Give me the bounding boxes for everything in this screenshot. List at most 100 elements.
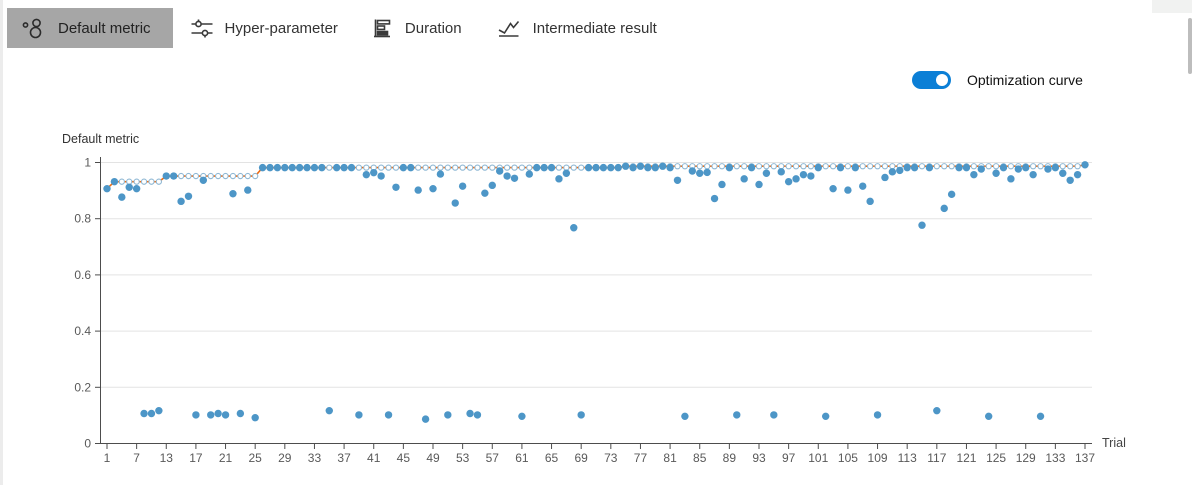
trial-point[interactable]: [1081, 161, 1089, 169]
trial-point[interactable]: [821, 412, 830, 421]
trial-point[interactable]: [740, 175, 748, 183]
trial-point[interactable]: [984, 412, 993, 421]
trial-point[interactable]: [844, 186, 852, 194]
trial-point[interactable]: [207, 411, 215, 419]
trial-point[interactable]: [688, 167, 697, 175]
trial-point[interactable]: [1022, 163, 1030, 172]
trial-point[interactable]: [244, 186, 252, 194]
trial-point[interactable]: [118, 193, 126, 201]
trial-point[interactable]: [681, 412, 689, 421]
trial-point[interactable]: [970, 170, 978, 179]
trial-point[interactable]: [347, 163, 356, 172]
trial-point[interactable]: [214, 409, 222, 418]
trial-point[interactable]: [140, 409, 148, 418]
trial-point[interactable]: [710, 194, 719, 203]
trial-point[interactable]: [807, 172, 815, 180]
trial-point[interactable]: [629, 163, 637, 172]
trial-point[interactable]: [221, 411, 230, 419]
trial-point[interactable]: [1029, 170, 1037, 179]
optimization-curve-toggle[interactable]: [912, 71, 951, 89]
trial-point[interactable]: [495, 167, 504, 175]
trial-point[interactable]: [792, 175, 800, 183]
trial-point[interactable]: [281, 163, 289, 172]
trial-point[interactable]: [414, 186, 422, 194]
trial-point[interactable]: [910, 163, 919, 172]
trial-point[interactable]: [392, 183, 400, 191]
trial-point[interactable]: [303, 163, 311, 172]
trial-point[interactable]: [266, 163, 274, 172]
trial-point[interactable]: [177, 197, 185, 206]
trial-point[interactable]: [962, 163, 971, 172]
trial-point[interactable]: [132, 184, 141, 193]
trial-point[interactable]: [718, 180, 726, 189]
trial-point[interactable]: [621, 162, 630, 170]
trial-point[interactable]: [725, 163, 734, 172]
trial-point[interactable]: [355, 411, 363, 419]
trial-point[interactable]: [229, 190, 237, 198]
trial-point[interactable]: [666, 163, 674, 172]
trial-point[interactable]: [318, 163, 326, 172]
trial-point[interactable]: [169, 172, 178, 180]
trial-point[interactable]: [444, 411, 452, 419]
trial-point[interactable]: [466, 409, 474, 418]
trial-point[interactable]: [696, 169, 704, 177]
trial-point[interactable]: [873, 411, 882, 419]
trial-point[interactable]: [362, 170, 371, 179]
trial-point[interactable]: [636, 162, 645, 170]
trial-point[interactable]: [384, 411, 393, 419]
trial-point[interactable]: [770, 411, 778, 419]
trial-point[interactable]: [836, 163, 845, 172]
trial-point[interactable]: [547, 163, 556, 172]
trial-point[interactable]: [236, 409, 245, 418]
trial-point[interactable]: [518, 412, 526, 421]
trial-point[interactable]: [733, 411, 741, 419]
tab-hyper-parameter[interactable]: Hyper-parameter: [173, 8, 355, 48]
trial-point[interactable]: [925, 163, 934, 172]
trial-point[interactable]: [325, 406, 333, 415]
trial-point[interactable]: [859, 182, 867, 190]
trial-point[interactable]: [755, 180, 763, 189]
trial-point[interactable]: [451, 199, 459, 207]
trial-point[interactable]: [1051, 163, 1060, 172]
trial-point[interactable]: [555, 175, 563, 183]
trial-point[interactable]: [570, 224, 578, 232]
trial-point[interactable]: [777, 168, 785, 176]
trial-point[interactable]: [481, 189, 489, 197]
trial-point[interactable]: [703, 168, 711, 177]
trial-point[interactable]: [955, 163, 963, 172]
trial-point[interactable]: [295, 163, 304, 172]
trial-point[interactable]: [503, 172, 511, 180]
trial-point[interactable]: [251, 414, 259, 422]
trial-point[interactable]: [866, 197, 874, 206]
trial-point[interactable]: [577, 411, 585, 419]
trial-point[interactable]: [162, 172, 170, 180]
trial-point[interactable]: [510, 174, 519, 182]
trial-point[interactable]: [784, 177, 793, 186]
trial-point[interactable]: [273, 163, 282, 172]
trial-point[interactable]: [1066, 176, 1074, 184]
trial-point[interactable]: [1014, 165, 1023, 173]
trial-point[interactable]: [184, 192, 193, 200]
trial-point[interactable]: [829, 184, 837, 193]
trial-point[interactable]: [258, 163, 267, 172]
trial-point[interactable]: [888, 168, 897, 176]
trial-point[interactable]: [658, 162, 667, 170]
trial-point[interactable]: [399, 163, 408, 172]
trial-point[interactable]: [599, 163, 608, 172]
trial-point[interactable]: [310, 163, 319, 172]
trial-point[interactable]: [614, 163, 622, 172]
trial-point[interactable]: [977, 165, 985, 173]
tab-duration[interactable]: Duration: [355, 8, 479, 48]
trial-point[interactable]: [488, 181, 496, 190]
trial-point[interactable]: [125, 183, 133, 191]
trial-point[interactable]: [584, 163, 593, 172]
trial-point[interactable]: [147, 409, 156, 418]
tab-intermediate-result[interactable]: Intermediate result: [479, 8, 674, 48]
trial-point[interactable]: [918, 221, 926, 229]
trial-point[interactable]: [103, 184, 111, 193]
trial-point[interactable]: [673, 176, 682, 184]
trial-point[interactable]: [533, 163, 541, 172]
trial-point[interactable]: [747, 163, 756, 172]
trial-point[interactable]: [199, 176, 208, 184]
